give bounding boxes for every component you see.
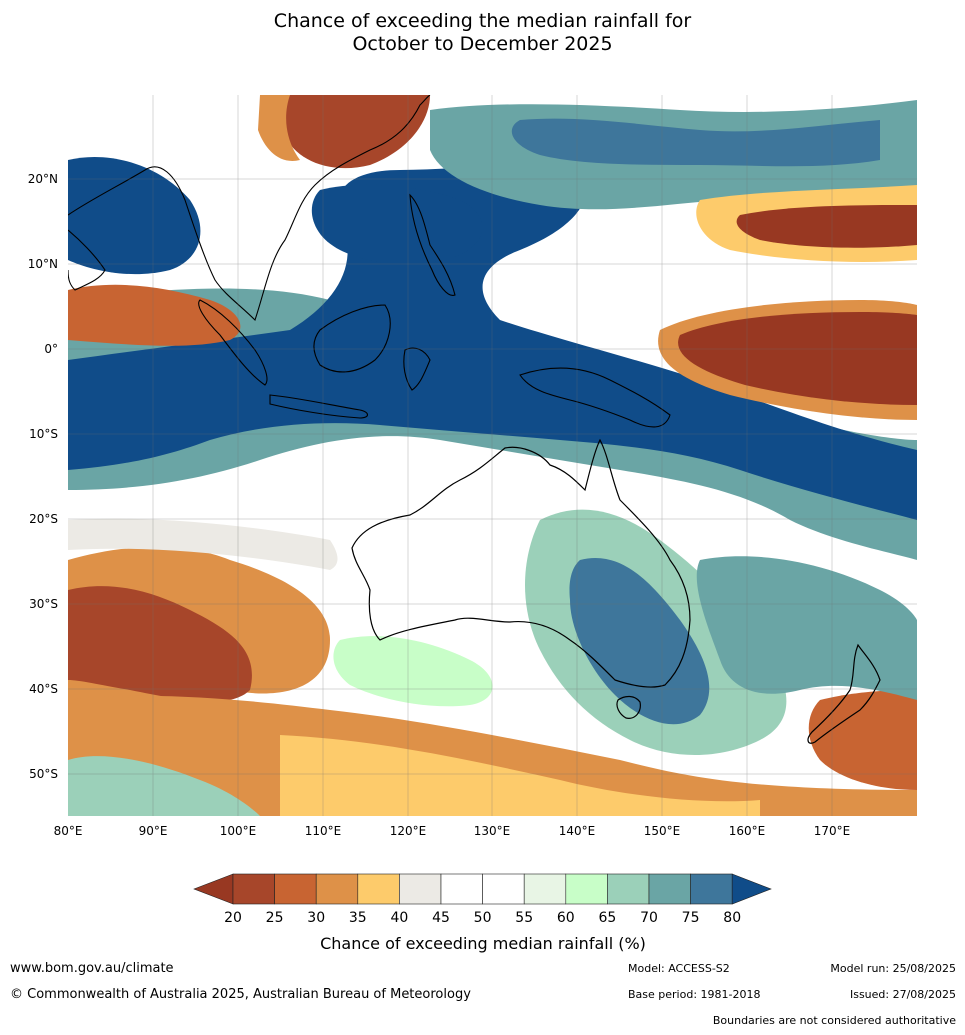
lat-tick-40s: 40°S	[29, 682, 58, 696]
australia-coastline	[351, 438, 691, 688]
lon-tick-100e: 100°E	[220, 824, 257, 838]
wet-region-southwest-wa	[333, 636, 493, 707]
colorbar-bin-70-75	[648, 873, 691, 905]
dry-region-equatorial-pacific-core	[678, 312, 917, 405]
colorbar-bin-35-40	[357, 873, 400, 905]
boundary-disclaimer: Boundaries are not considered authoritat…	[712, 1014, 956, 1027]
southern-very-dry-band-west	[68, 586, 252, 702]
colorbar-bin-20-25	[232, 873, 275, 905]
philippines-coastline	[409, 193, 456, 296]
southern-pale-band	[280, 735, 760, 816]
wet-region-south-china-sea	[311, 184, 483, 265]
tasmania-coastline	[616, 695, 641, 719]
southern-neutral-band	[68, 518, 338, 570]
colorbar-bin-25-30	[274, 873, 317, 905]
lat-tick-20s: 20°S	[29, 512, 58, 526]
colorbar-tick-65: 65	[598, 910, 616, 926]
colorbar-bin-40-45	[399, 873, 442, 905]
base-period: Base period: 1981-2018	[628, 988, 761, 1001]
colorbar-tick-40: 40	[390, 910, 408, 926]
lat-tick-20n: 20°N	[28, 172, 58, 186]
colorbar-bin-50-55	[482, 873, 525, 905]
lon-tick-110e: 110°E	[305, 824, 342, 838]
sulawesi-coastline	[403, 347, 431, 391]
lat-tick-0: 0°	[44, 342, 58, 356]
dry-region-china-edge	[258, 95, 300, 161]
lat-tick-10n: 10°N	[28, 257, 58, 271]
asia-mainland-coastline	[68, 95, 431, 322]
colorbar-tick-35: 35	[349, 910, 367, 926]
title-line-1: Chance of exceeding the median rainfall …	[273, 10, 692, 32]
lat-axis-labels: 20°N 10°N 0° 10°S 20°S 30°S 40°S 50°S	[28, 172, 58, 781]
colorbar-under-arrow	[193, 873, 234, 905]
colorbar-bin-55-60	[523, 873, 567, 905]
wet-region-east-strong	[569, 558, 710, 725]
colorbar-tick-50: 50	[474, 910, 492, 926]
colorbar-tick-45: 45	[432, 910, 450, 926]
lat-tick-30s: 30°S	[29, 597, 58, 611]
dry-region-arabian-sea-edge	[68, 284, 241, 346]
map-title: Chance of exceeding the median rainfall …	[0, 10, 965, 56]
lon-axis-labels: 80°E 90°E 100°E 110°E 120°E 130°E 140°E …	[54, 824, 851, 838]
colorbar-bin-60-65	[565, 873, 608, 905]
colorbar-tick-60: 60	[557, 910, 575, 926]
colorbar-ticks: 20 25 30 35 40 45 50 55 60 65 70 75 80	[224, 910, 741, 926]
colorbar: 20 25 30 35 40 45 50 55 60 65 70 75 80 C…	[193, 873, 772, 953]
wet-region-tasman	[696, 556, 917, 700]
lon-tick-170e: 170°E	[814, 824, 851, 838]
title-line-2: October to December 2025	[352, 33, 613, 55]
colorbar-tick-80: 80	[723, 910, 741, 926]
india-coastline	[68, 229, 106, 291]
wet-region-bay-of-bengal	[68, 156, 201, 275]
model-run-date: Model run: 25/08/2025	[830, 962, 956, 975]
colorbar-tick-25: 25	[266, 910, 284, 926]
lon-tick-140e: 140°E	[559, 824, 596, 838]
dry-region-north-pacific-core	[736, 205, 917, 248]
colorbar-tick-75: 75	[682, 910, 700, 926]
lon-tick-90e: 90°E	[139, 824, 168, 838]
wet-band-equatorial-core	[68, 165, 917, 521]
colorbar-over-arrow	[731, 873, 772, 905]
dry-region-china	[282, 95, 430, 169]
lon-tick-160e: 160°E	[729, 824, 766, 838]
copyright-notice: © Commonwealth of Australia 2025, Austra…	[10, 987, 471, 1002]
wet-region-north-pacific-core	[511, 118, 880, 167]
southern-wet-patch-sw	[68, 756, 260, 816]
colorbar-tick-20: 20	[224, 910, 242, 926]
borneo-coastline	[313, 304, 391, 373]
colorbar-bin-65-70	[607, 873, 650, 905]
colorbar-bin-45-50	[440, 873, 483, 905]
map-plot-area	[68, 95, 917, 816]
colorbar-tick-70: 70	[640, 910, 658, 926]
lat-tick-10s: 10°S	[29, 427, 58, 441]
new-guinea-coastline	[519, 367, 671, 428]
southern-dry-patch-se	[808, 690, 917, 790]
model-name: Model: ACCESS-S2	[628, 962, 730, 975]
lon-tick-130e: 130°E	[474, 824, 511, 838]
issued-date: Issued: 27/08/2025	[849, 988, 956, 1001]
colorbar-title: Chance of exceeding median rainfall (%)	[320, 934, 646, 953]
lon-tick-150e: 150°E	[644, 824, 681, 838]
colorbar-bin-30-35	[315, 873, 359, 905]
colorbar-bin-75-80	[690, 873, 733, 905]
lon-tick-120e: 120°E	[390, 824, 427, 838]
colorbar-tick-30: 30	[307, 910, 325, 926]
colorbar-tick-55: 55	[515, 910, 533, 926]
lat-tick-50s: 50°S	[29, 767, 58, 781]
website-link[interactable]: www.bom.gov.au/climate	[10, 961, 174, 976]
lon-tick-80e: 80°E	[54, 824, 83, 838]
graticule	[68, 95, 917, 816]
new-zealand-coastline	[807, 643, 881, 744]
sumatra-coastline	[198, 299, 268, 386]
java-coastline	[269, 394, 369, 419]
